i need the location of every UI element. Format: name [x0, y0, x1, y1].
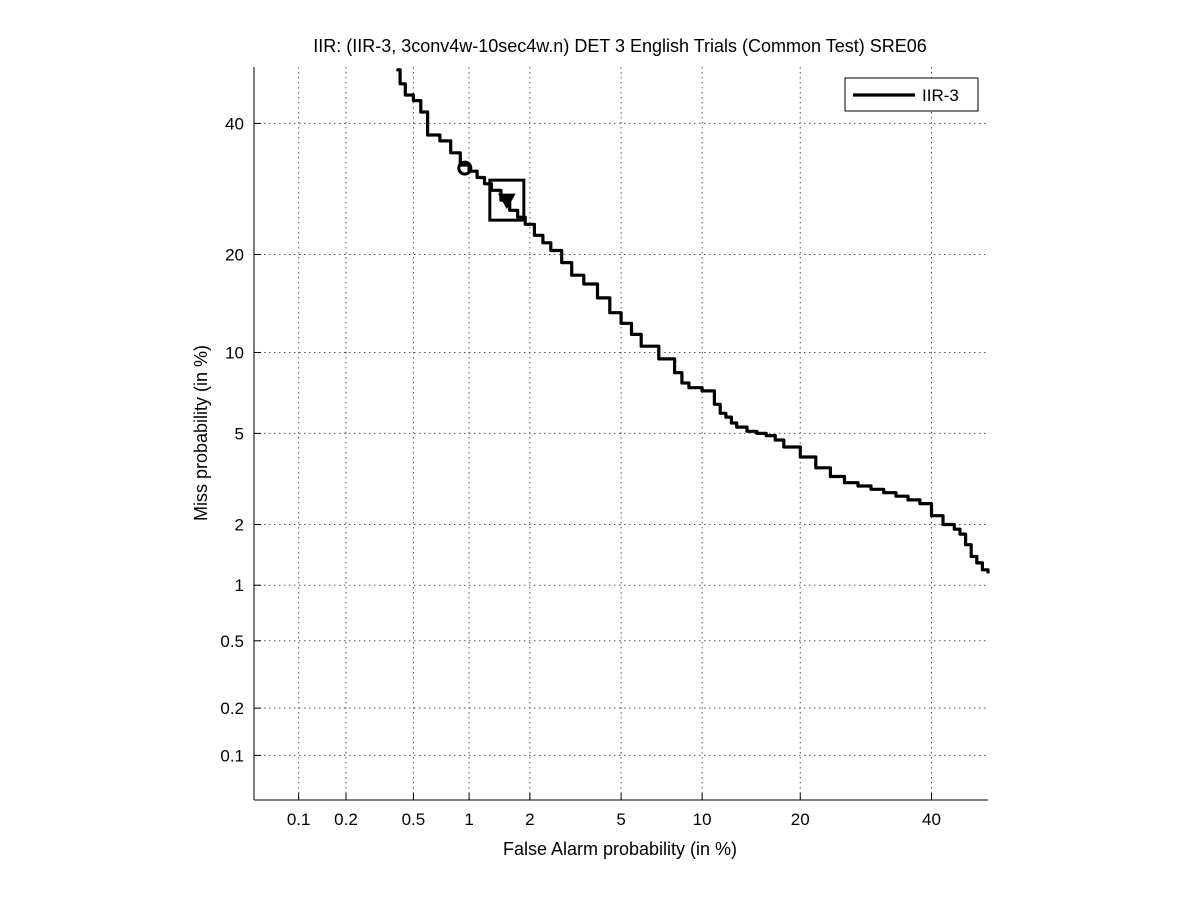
y-tick-layer: 0.1 0.2 0.5 1 2 5 10 20 40	[220, 114, 261, 765]
legend-label-iir-3: IIR-3	[922, 86, 959, 105]
y-tick-label-20: 20	[225, 245, 244, 264]
y-tick-label-5: 5	[235, 424, 244, 443]
actual-dcf-point	[497, 193, 516, 210]
x-tick-layer: 0.1 0.2 0.5 1 2 5 10 20 40	[287, 793, 941, 829]
x-tick-label-0-5: 0.5	[402, 810, 426, 829]
actual-dcf-box	[488, 178, 526, 222]
min-dcf-point	[457, 160, 473, 176]
x-tick-label-5: 5	[616, 810, 625, 829]
x-tick-label-0-1: 0.1	[287, 810, 311, 829]
grid-layer	[254, 67, 988, 800]
series-layer	[396, 68, 990, 574]
x-tick-label-40: 40	[922, 810, 941, 829]
y-tick-label-0-1: 0.1	[220, 746, 244, 765]
y-tick-label-2: 2	[235, 515, 244, 534]
y-axis-title: Miss probability (in %)	[191, 345, 211, 521]
chart-title: IIR: (IIR-3, 3conv4w-10sec4w.n) DET 3 En…	[313, 36, 927, 56]
marker-layer	[457, 160, 526, 222]
x-tick-label-20: 20	[791, 810, 810, 829]
y-tick-label-1: 1	[235, 576, 244, 595]
x-tick-label-0-2: 0.2	[334, 810, 358, 829]
y-tick-label-40: 40	[225, 114, 244, 133]
y-tick-label-0-5: 0.5	[220, 632, 244, 651]
y-tick-label-10: 10	[225, 343, 244, 362]
x-tick-label-2: 2	[525, 810, 534, 829]
legend: IIR-3	[844, 77, 979, 112]
x-tick-label-10: 10	[693, 810, 712, 829]
x-tick-label-1: 1	[464, 810, 473, 829]
det-curve-iir-3	[396, 68, 990, 574]
y-tick-label-0-2: 0.2	[220, 699, 244, 718]
x-axis-title: False Alarm probability (in %)	[503, 839, 737, 859]
